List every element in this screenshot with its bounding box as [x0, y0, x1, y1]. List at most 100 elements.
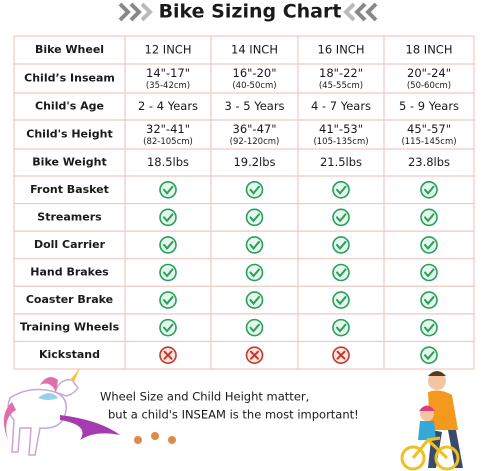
cell-metric: (105-135cm)	[313, 137, 368, 147]
unicorn-illustration	[3, 368, 176, 456]
check-icon	[159, 208, 177, 227]
cell-value: 20"-24"	[407, 66, 451, 80]
cell-value: 21.5lbs	[320, 155, 362, 169]
cell-metric: (35-42cm)	[146, 81, 190, 91]
cell-value: 2 - 4 Years	[138, 99, 198, 113]
cell-value: 5 - 9 Years	[399, 99, 459, 113]
icon-check	[163, 240, 174, 250]
icon-circle	[420, 263, 438, 282]
icon-check	[163, 268, 174, 278]
row-label: Child's Height	[26, 128, 112, 141]
icon-check	[249, 240, 260, 250]
icon-check	[163, 185, 174, 195]
icon-cross	[336, 350, 346, 360]
row-label: Streamers	[37, 210, 102, 223]
icon-check	[163, 296, 174, 306]
row-label: Child’s Inseam	[24, 72, 115, 85]
note-line: Wheel Size and Child Height matter,	[100, 390, 309, 404]
cell-value: 23.8lbs	[408, 155, 450, 169]
icon-check	[424, 213, 435, 223]
check-icon	[420, 180, 438, 199]
check-icon	[332, 291, 350, 309]
check-icon	[420, 263, 438, 282]
cell-value: 14"-17"	[146, 66, 190, 80]
icon-circle	[332, 291, 350, 309]
icon-check	[163, 323, 174, 333]
icon-circle	[420, 318, 438, 337]
icon-check	[163, 213, 174, 223]
icon-cross	[250, 350, 259, 360]
icon-check	[336, 213, 347, 223]
icon-check	[336, 185, 347, 195]
icon-circle	[245, 263, 264, 282]
column-header: 18 INCH	[406, 43, 453, 57]
check-icon	[245, 236, 264, 254]
icon-circle	[332, 263, 350, 282]
icon-circle	[332, 208, 350, 227]
cell-value: 3 - 5 Years	[224, 99, 284, 113]
cross-icon	[332, 346, 350, 365]
right-chevrons	[343, 2, 378, 22]
icon-check	[424, 323, 435, 333]
check-icon	[332, 208, 350, 227]
icon-circle	[159, 318, 177, 337]
icon-circle	[332, 318, 350, 337]
left-chevrons	[118, 2, 153, 22]
icon-circle	[159, 291, 177, 309]
cell-value: 32"-41"	[146, 122, 190, 136]
icon-check	[336, 296, 347, 306]
cell-value: 36"-47"	[233, 122, 277, 136]
column-header: 14 INCH	[231, 43, 278, 57]
icon-circle	[420, 236, 438, 254]
table: Bike Wheel 12 INCH 14 INCH 16 INCH 18 INCH Ch…	[13, 35, 475, 370]
parent-child-illustration	[400, 371, 463, 471]
check-icon	[420, 291, 438, 309]
row-label: Doll Carrier	[34, 238, 106, 251]
cell-metric: (50-60cm)	[407, 81, 451, 91]
cell-metric: (92-120cm)	[230, 137, 280, 147]
row-label: Bike Weight	[32, 156, 106, 169]
icon-check	[424, 296, 435, 306]
icon-check	[336, 240, 347, 250]
icon-circle	[245, 236, 264, 254]
check-icon	[245, 208, 264, 227]
check-icon	[245, 263, 264, 282]
column-header: 12 INCH	[145, 43, 192, 57]
row-label: Kickstand	[39, 348, 100, 361]
cell-metric: (45-55cm)	[319, 81, 363, 91]
icon-circle	[332, 180, 350, 199]
icon-circle	[159, 236, 177, 254]
check-icon	[420, 208, 438, 227]
check-icon	[245, 180, 264, 199]
cell-metric: (115-145cm)	[401, 137, 456, 147]
icon-check	[336, 323, 347, 333]
check-icon	[332, 236, 350, 254]
cell-value: 18"-22"	[319, 66, 363, 80]
cell-metric: (82-105cm)	[143, 137, 193, 147]
icon-check	[424, 240, 435, 250]
icon-check	[249, 185, 260, 195]
icon-check	[424, 351, 435, 361]
icon-cross	[163, 350, 173, 360]
cross-icon	[159, 346, 177, 365]
cell-value: 4 - 7 Years	[311, 99, 371, 113]
icon-check	[336, 268, 347, 278]
check-icon	[332, 263, 350, 282]
icon-circle	[245, 318, 264, 337]
check-icon	[159, 263, 177, 282]
icon-circle	[420, 180, 438, 199]
icon-circle	[420, 346, 438, 365]
icon-check	[249, 213, 260, 223]
row-label: Child's Age	[35, 100, 104, 113]
icon-check	[249, 323, 260, 333]
row-label: Coaster Brake	[26, 293, 113, 306]
row-label: Hand Brakes	[30, 265, 109, 278]
row-label: Front Basket	[30, 183, 109, 196]
cell-value: 41"-53"	[319, 122, 363, 136]
check-icon	[332, 318, 350, 337]
icon-circle	[420, 291, 438, 309]
icon-check	[249, 268, 260, 278]
check-icon	[332, 180, 350, 199]
